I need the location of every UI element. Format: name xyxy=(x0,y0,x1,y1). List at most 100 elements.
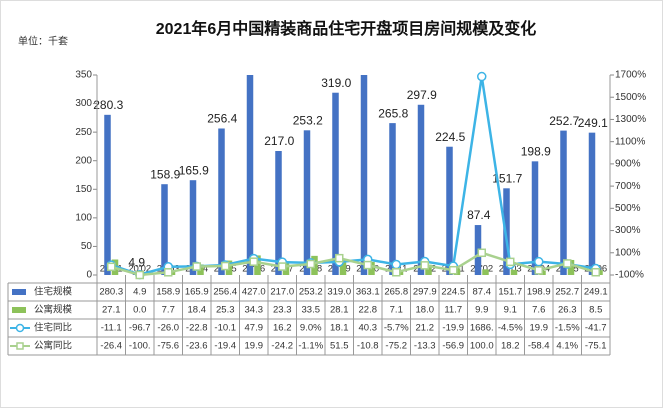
table-cell: -75.1 xyxy=(585,341,607,352)
y2-tick-label: 1700% xyxy=(615,70,646,81)
line-marker xyxy=(135,270,144,280)
line-marker xyxy=(391,259,401,270)
table-cell: -41.7 xyxy=(585,323,607,334)
table-cell: 19.9 xyxy=(245,341,264,352)
y2-tick-label: 700% xyxy=(615,181,641,192)
legend-marker xyxy=(16,342,24,350)
data-label: 249.1 xyxy=(578,116,608,130)
table-cell: -75.6 xyxy=(157,341,179,352)
x-tick-label: 21'02 xyxy=(470,264,493,275)
data-label: 87.4 xyxy=(467,208,491,222)
data-label: 165.9 xyxy=(179,163,209,177)
y2-tick-label: 1500% xyxy=(615,92,646,103)
line-marker xyxy=(164,268,173,277)
bar xyxy=(531,161,539,275)
table-cell: -19.4 xyxy=(214,341,236,352)
data-label: 253.2 xyxy=(293,113,323,127)
bar xyxy=(246,75,254,275)
table-cell: 23.3 xyxy=(273,305,292,316)
line-marker xyxy=(107,262,116,272)
line-marker xyxy=(477,248,486,258)
table-cell: 22.8 xyxy=(359,305,378,316)
y-tick-label: 150 xyxy=(75,184,92,195)
table-cell: 252.7 xyxy=(555,287,579,298)
bar xyxy=(161,184,168,275)
unit-label: 单位：千套 xyxy=(18,35,68,48)
line-marker xyxy=(534,266,543,275)
bar xyxy=(218,128,225,275)
table-cell: 217.0 xyxy=(270,287,294,298)
legend-swatch xyxy=(12,307,26,313)
y-tick-label: 100 xyxy=(75,212,92,223)
bar xyxy=(510,269,518,275)
bar xyxy=(588,132,596,275)
bar xyxy=(189,180,197,275)
table-cell: 4.1% xyxy=(556,341,578,352)
table-cell: 7.6 xyxy=(532,305,545,316)
line-marker xyxy=(591,267,600,277)
table-cell: -26.4 xyxy=(100,341,122,352)
legend-label: 住宅规模 xyxy=(34,286,73,298)
line-marker xyxy=(306,259,315,269)
table-cell: 25.3 xyxy=(216,305,235,316)
table-cell: 87.4 xyxy=(473,287,492,298)
table-cell: 4.9 xyxy=(133,287,146,298)
x-tick-label: 21'05 xyxy=(556,264,579,275)
legend-marker xyxy=(15,323,25,333)
line xyxy=(110,251,597,277)
data-label: 217.0 xyxy=(264,134,294,148)
y2-tick-label: 500% xyxy=(615,203,641,214)
table-cell: 256.4 xyxy=(213,287,237,298)
table-cell: 19.9 xyxy=(530,323,549,334)
table-cell: 18.4 xyxy=(188,305,207,316)
table-cell: 198.9 xyxy=(527,287,551,298)
table-cell: 51.5 xyxy=(330,341,349,352)
table-cell: -1.5% xyxy=(555,323,580,334)
y2-tick-label: -100% xyxy=(615,270,644,281)
line-marker xyxy=(392,267,401,277)
chart-title: 2021年6月中国精装商品住宅开盘项目房间规模及变化 xyxy=(156,19,537,38)
table-cell: 34.3 xyxy=(245,305,264,316)
table-cell: 249.1 xyxy=(584,287,608,298)
y-tick-label: 250 xyxy=(75,127,92,138)
x-tick-label: 20'06 xyxy=(242,264,265,275)
line-marker xyxy=(335,253,344,263)
table-cell: 7.1 xyxy=(390,305,403,316)
table-cell: 1686. xyxy=(470,323,494,334)
table-cell: 100.0 xyxy=(470,341,494,352)
y2-tick-label: 300% xyxy=(615,225,641,236)
y2-tick-label: 100% xyxy=(615,247,641,258)
bar xyxy=(339,258,347,275)
table-cell: -96.7 xyxy=(129,323,151,334)
table-cell: 18.2 xyxy=(501,341,520,352)
data-label: 4.9 xyxy=(128,255,145,269)
y-tick-label: 350 xyxy=(75,70,92,81)
table-cell: 0.0 xyxy=(133,305,146,316)
table-cell: -23.6 xyxy=(186,341,208,352)
bar xyxy=(417,104,425,275)
line-marker xyxy=(278,262,287,271)
table-cell: 319.0 xyxy=(327,287,351,298)
table-cell: -75.2 xyxy=(385,341,407,352)
table-cell: 8.5 xyxy=(589,305,602,316)
y2-tick-label: 1100% xyxy=(615,136,646,147)
line-marker xyxy=(449,265,458,275)
table-cell: -58.4 xyxy=(528,341,550,352)
table-cell: 165.9 xyxy=(185,287,209,298)
table-cell: -100. xyxy=(129,341,151,352)
table-cell: -1.1% xyxy=(298,341,323,352)
data-label: 319.0 xyxy=(321,76,351,90)
data-label: 224.5 xyxy=(435,130,465,144)
table-cell: 18.1 xyxy=(330,323,349,334)
table-cell: 297.9 xyxy=(413,287,437,298)
table-cell: 40.3 xyxy=(359,323,378,334)
table-cell: 26.3 xyxy=(558,305,577,316)
data-label: 297.9 xyxy=(407,88,437,102)
bar xyxy=(360,75,368,275)
table-cell: -22.8 xyxy=(186,323,208,334)
table-cell: 28.1 xyxy=(330,305,349,316)
bar xyxy=(482,269,489,275)
y-tick-label: 0 xyxy=(86,270,92,281)
x-tick-label: 20'09 xyxy=(328,264,351,275)
line-marker xyxy=(363,260,372,270)
